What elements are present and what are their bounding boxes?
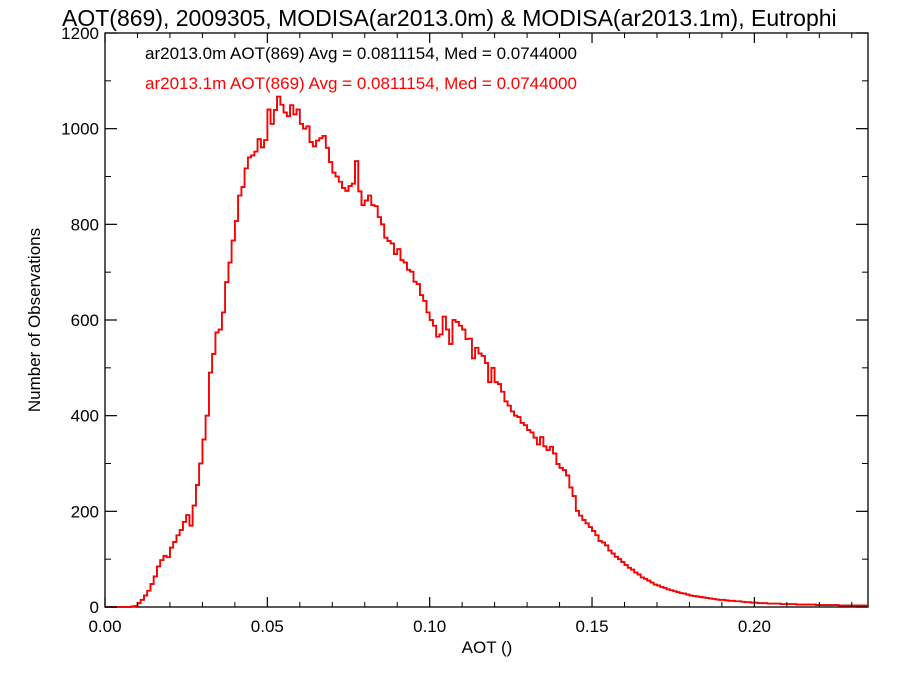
legend-entry-ar2013-0m: ar2013.0m AOT(869) Avg = 0.0811154, Med … — [145, 44, 577, 63]
y-tick-label: 200 — [71, 502, 99, 521]
x-tick-label: 0.05 — [251, 617, 284, 636]
y-tick-label: 800 — [71, 215, 99, 234]
x-tick-label: 0.20 — [738, 617, 771, 636]
y-tick-label: 1000 — [61, 120, 99, 139]
y-tick-label: 600 — [71, 311, 99, 330]
y-tick-label: 400 — [71, 407, 99, 426]
x-tick-label: 0.00 — [88, 617, 121, 636]
histogram-series-ar2013-1m — [105, 95, 868, 608]
histogram-series-ar2013-0m — [105, 95, 868, 608]
legend-entry-ar2013-1m: ar2013.1m AOT(869) Avg = 0.0811154, Med … — [145, 74, 577, 93]
y-axis-label: Number of Observations — [25, 228, 44, 412]
x-tick-label: 0.10 — [413, 617, 446, 636]
chart-title: AOT(869), 2009305, MODISA(ar2013.0m) & M… — [62, 5, 837, 31]
tick-layer: 0.00 0.05 0.10 0.15 0.20 0 200 400 600 800 1000 120… — [61, 24, 868, 636]
x-axis-label: AOT () — [462, 638, 513, 657]
plot-area — [104, 32, 869, 608]
y-tick-label: 0 — [90, 598, 99, 617]
series-layer — [105, 95, 868, 608]
plot-frame — [104, 32, 869, 608]
x-tick-label: 0.15 — [575, 617, 608, 636]
y-tick-label: 1200 — [61, 24, 99, 43]
